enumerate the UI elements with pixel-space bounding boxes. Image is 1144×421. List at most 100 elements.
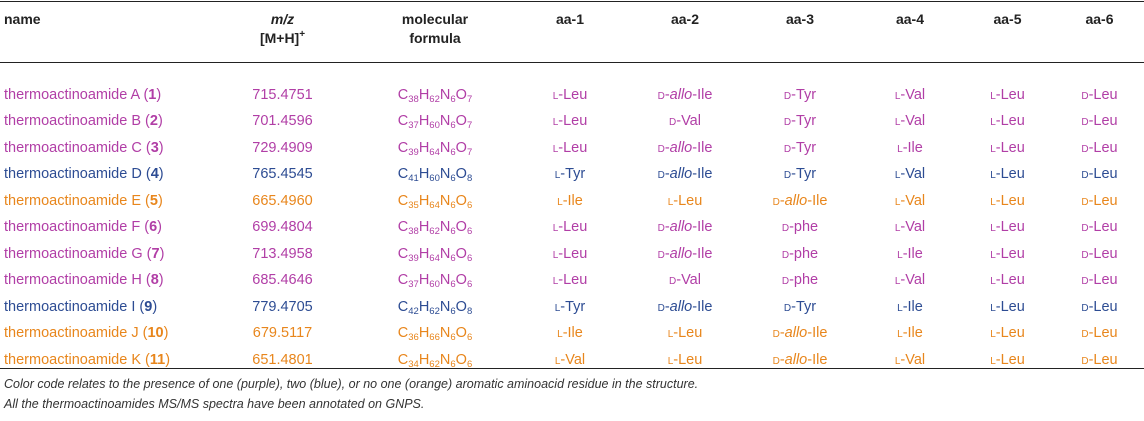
- residue-name: -Leu: [1088, 351, 1118, 368]
- formula-count: 35: [408, 199, 419, 211]
- formula-count: 6: [466, 332, 473, 344]
- formula-count: 60: [429, 279, 440, 291]
- footnote-color-code: Color code relates to the presence of on…: [4, 377, 699, 391]
- configuration-prefix: d: [1081, 325, 1089, 342]
- aa-5-cell: l-Leu: [960, 294, 1055, 321]
- formula-element: H: [418, 113, 430, 130]
- aa-5-cell: l-Leu: [960, 267, 1055, 294]
- molecular-formula: C38H62N6O7: [360, 70, 510, 108]
- formula-element: N: [439, 351, 451, 368]
- aa-4-cell: l-Val: [860, 70, 960, 108]
- formula-element: H: [418, 192, 430, 209]
- residue-name: -Ile: [692, 245, 713, 262]
- table-row: thermoactinoamide J (10) 679.5117 C36H66N6…: [0, 320, 1144, 347]
- aa-2-cell: d-allo-Ile: [657, 219, 713, 236]
- residue-name: -Ile: [692, 219, 713, 236]
- formula-count: 39: [408, 146, 419, 158]
- configuration-prefix: d: [772, 351, 780, 368]
- formula-count: 6: [450, 279, 456, 291]
- residue-name: -Leu: [1088, 139, 1118, 156]
- configuration-prefix: l: [990, 298, 996, 315]
- formula-element: H: [418, 166, 430, 183]
- aa-3-cell: d-phe: [740, 214, 860, 241]
- configuration-prefix: l: [554, 351, 561, 368]
- formula-element: C: [397, 113, 409, 130]
- residue-name: -Leu: [995, 351, 1025, 368]
- formula-element: H: [418, 272, 430, 289]
- formula-count: 6: [466, 199, 473, 211]
- aa-4-cell: l-Val: [860, 108, 960, 135]
- formula-element: O: [455, 139, 467, 156]
- aa-2-cell: l-Leu: [630, 188, 740, 215]
- configuration-prefix: d: [1081, 192, 1089, 209]
- aa-4-cell: l-Ile: [860, 241, 960, 268]
- configuration-prefix: l: [667, 192, 674, 209]
- table-row: thermoactinoamide C (3) 729.4909 C39H64N6O…: [0, 135, 1144, 162]
- configuration-prefix: l: [552, 113, 559, 130]
- formula-element: O: [455, 219, 467, 236]
- formula-count: 36: [408, 332, 419, 344]
- table-row: thermoactinoamide A (1) 715.4751 C38H62N6O…: [0, 70, 1144, 108]
- formula-count: 62: [429, 305, 440, 317]
- configuration-prefix: d: [783, 139, 792, 156]
- residue-name: -Leu: [673, 325, 703, 342]
- formula-count: 6: [450, 120, 456, 132]
- formula-element: O: [455, 325, 467, 342]
- residue-name: -Leu: [995, 219, 1025, 236]
- header-aa6: aa-6: [1085, 11, 1114, 27]
- residue-name: -Leu: [558, 87, 588, 103]
- formula-count: 6: [466, 226, 473, 238]
- formula-count: 6: [450, 252, 456, 264]
- molecular-formula: C42H62N6O8: [360, 294, 510, 321]
- configuration-prefix: l: [552, 139, 559, 156]
- configuration-prefix: l: [990, 245, 996, 262]
- mz-value: 699.4804: [252, 219, 313, 236]
- formula-element: O: [455, 351, 467, 368]
- residue-name: -Val: [900, 113, 926, 130]
- configuration-prefix: d: [1081, 87, 1089, 103]
- configuration-prefix: l: [552, 245, 559, 262]
- formula-count: 38: [408, 94, 419, 105]
- configuration-prefix: l: [990, 139, 996, 156]
- formula-element: H: [418, 245, 430, 262]
- table-row: thermoactinoamide E (5) 665.4960 C35H64N6O…: [0, 188, 1144, 215]
- residue-name: -Ile: [807, 325, 828, 342]
- allo-prefix: allo: [784, 325, 808, 342]
- header-aa5: aa-5: [993, 11, 1022, 27]
- top-rule: [0, 1, 1144, 2]
- mz-value: 765.4545: [252, 166, 313, 183]
- formula-count: 64: [429, 252, 440, 264]
- formula-count: 37: [408, 120, 419, 132]
- configuration-prefix: d: [783, 113, 792, 130]
- compound-number: 4: [150, 166, 159, 183]
- aa-2-cell: d-allo-Ile: [657, 245, 713, 262]
- configuration-prefix: d: [1081, 219, 1089, 236]
- configuration-prefix: l: [897, 139, 903, 156]
- formula-count: 66: [429, 332, 440, 344]
- formula-count: 42: [408, 305, 419, 317]
- formula-count: 6: [450, 94, 456, 105]
- configuration-prefix: d: [783, 298, 792, 315]
- aa-1-cell: l-Leu: [510, 108, 630, 135]
- residue-name: -Leu: [995, 139, 1025, 156]
- molecular-formula: C41H60N6O8: [360, 161, 510, 188]
- configuration-prefix: d: [1081, 166, 1089, 183]
- residue-name: -Leu: [1088, 87, 1118, 103]
- aa-6-cell: d-Leu: [1055, 294, 1144, 321]
- residue-name: -Ile: [902, 139, 923, 156]
- formula-element: N: [439, 87, 451, 103]
- compound-name-cell: thermoactinoamide E (5): [4, 192, 163, 209]
- configuration-prefix: d: [772, 192, 780, 209]
- allo-prefix: allo: [784, 351, 808, 368]
- compound-number: 3: [150, 139, 159, 156]
- aa-1-cell: l-Ile: [510, 320, 630, 347]
- header-mz-charge: +: [299, 29, 306, 40]
- residue-name: -Leu: [1088, 219, 1118, 236]
- aa-3-cell: d-Tyr: [740, 294, 860, 321]
- aa-3-cell: d-allo-Ile: [772, 192, 828, 209]
- allo-prefix: allo: [669, 139, 693, 156]
- configuration-prefix: d: [1081, 351, 1089, 368]
- configuration-prefix: l: [990, 113, 996, 130]
- compound-name-cell: thermoactinoamide D (4): [4, 166, 164, 183]
- aa-1-cell: l-Leu: [510, 267, 630, 294]
